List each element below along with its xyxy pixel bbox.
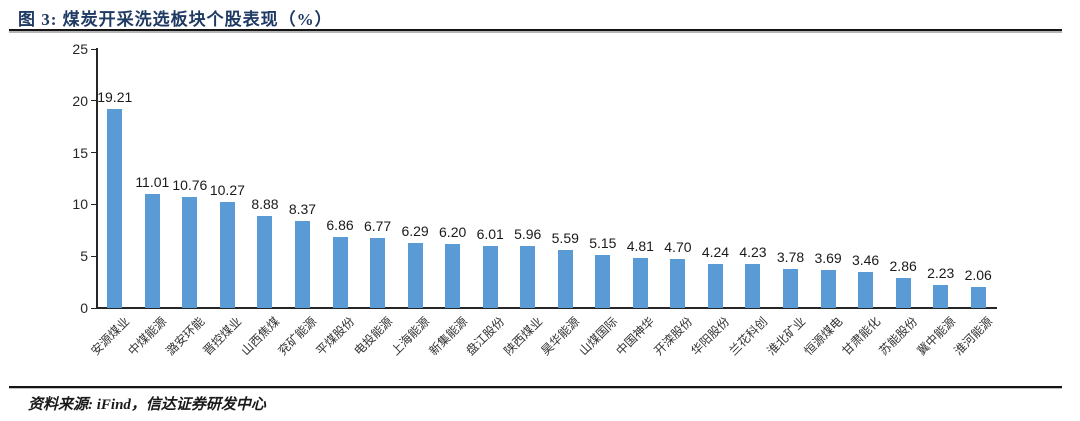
bar [970,286,986,308]
bar [895,278,911,308]
y-axis-tick [91,152,96,154]
x-axis-label: 安源煤业 [88,314,132,359]
y-axis-tick [91,100,96,102]
x-axis-label: 新集能源 [425,314,470,359]
bar-value-label: 3.78 [776,248,805,265]
bar-value-label: 6.29 [401,222,429,239]
bar [783,268,799,308]
bar [707,264,723,308]
y-axis-tick-label: 15 [72,144,88,161]
bar [144,193,160,308]
bar [182,196,198,308]
bar [407,242,423,308]
bar [294,221,310,308]
bar [670,259,686,308]
bar-value-label: 2.06 [964,266,992,283]
x-axis-label: 昊华能源 [538,314,583,359]
bar-value-label: 4.23 [739,244,767,261]
bar-value-label: 6.77 [363,217,392,234]
x-axis-label: 电投能源 [350,314,395,359]
bar-value-label: 3.46 [851,252,880,269]
bar [219,201,235,308]
bar-value-label: 10.76 [172,176,208,193]
bar-value-label: 2.86 [889,258,917,275]
bar-value-label: 10.27 [209,181,245,198]
bar [370,237,386,308]
x-axis-label: 苏能股份 [876,314,921,359]
x-axis-line [96,307,997,309]
bar-value-label: 3.69 [814,249,842,266]
y-axis-tick [91,48,96,50]
x-axis-label: 淮河能源 [951,314,996,359]
bar-value-label: 4.24 [701,244,730,261]
title-divider [9,29,1062,31]
x-axis-label: 恒源煤电 [801,314,846,359]
bar-value-label: 19.21 [97,88,133,105]
bar-value-label: 6.01 [476,225,504,242]
x-axis-label: 晋控煤业 [200,314,245,359]
bar [445,243,461,308]
x-axis-label: 中煤能源 [125,314,170,359]
x-axis-label: 山煤国际 [576,314,621,359]
y-axis-tick-label: 10 [72,196,88,213]
bar-value-label: 6.86 [326,216,354,233]
x-axis-label: 盘江股份 [463,314,508,359]
bar [332,236,348,308]
bar-value-label: 2.23 [927,264,955,281]
y-axis-tick [91,255,96,257]
bar [820,269,836,308]
bar-value-label: 11.01 [135,173,170,190]
bar [107,108,123,308]
y-axis-tick-label: 25 [72,41,88,57]
bar [933,284,949,308]
footer-divider [9,386,1062,388]
bar [482,245,498,308]
bar [557,250,573,308]
y-axis-tick [91,307,96,309]
figure-title: 图 3: 煤炭开采洗选板块个股表现（%） [18,10,333,29]
bar-value-label: 5.96 [514,226,542,243]
x-axis-label: 平煤股份 [313,314,358,359]
source-note: 资料来源: iFind，信达证券研发中心 [28,397,266,413]
y-axis-tick-label: 0 [80,300,88,316]
bar-value-label: 4.70 [664,239,692,256]
x-axis-label: 潞安环能 [163,314,208,359]
bar [858,272,874,308]
bar-value-label: 8.88 [251,196,279,212]
x-axis-label: 兰花科创 [726,314,771,359]
x-axis-label: 山西焦煤 [238,314,283,359]
x-axis-label: 甘肃能化 [838,314,883,359]
bar [257,216,273,308]
bar-value-label: 6.20 [439,223,467,240]
y-axis-line [96,48,98,309]
bar-value-label: 4.81 [626,238,654,255]
x-axis-label: 华阳股份 [688,314,733,359]
y-axis-tick [91,203,96,205]
x-axis-label: 陕西煤业 [501,314,545,359]
y-axis-tick-label: 5 [80,248,88,265]
y-axis-tick-label: 20 [72,92,88,109]
bar-value-label: 8.37 [288,201,317,218]
bar-value-label: 5.15 [589,234,617,251]
bar [595,254,611,308]
bar [632,258,648,308]
bar [745,264,761,308]
x-axis-label: 中国神华 [613,314,658,359]
bar-value-label: 5.59 [551,230,579,247]
x-axis-label: 冀中能源 [914,314,958,359]
x-axis-label: 开滦股份 [651,314,696,359]
bar [520,246,536,308]
x-axis-label: 上海能源 [388,314,433,359]
x-axis-label: 兖矿能源 [275,314,320,359]
x-axis-label: 淮北矿业 [763,314,808,359]
